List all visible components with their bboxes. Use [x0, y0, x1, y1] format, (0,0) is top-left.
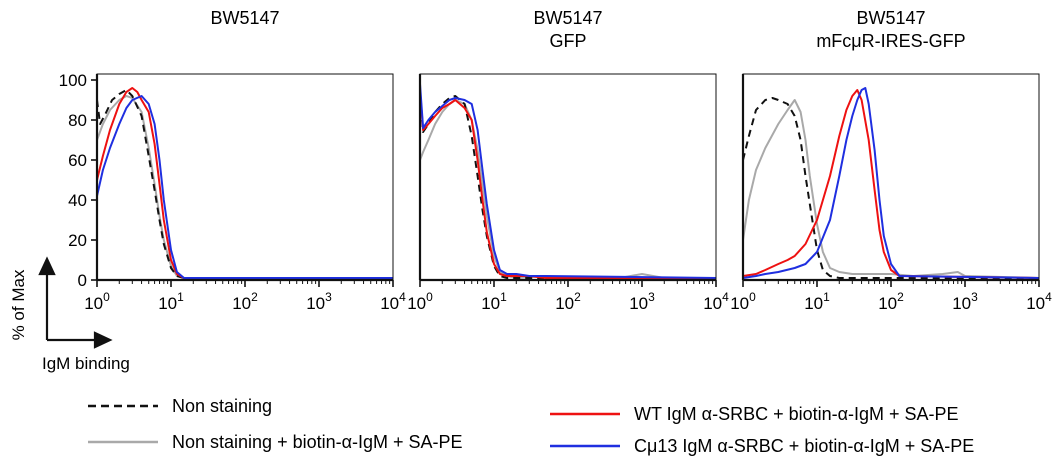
panel-2-line-1 [419, 95, 716, 279]
panel-3-title-line-1: BW5147 [856, 8, 925, 28]
panel-3-title-line-2: mFcμR-IRES-GFP [816, 31, 965, 51]
panel-1-title-line-1: BW5147 [210, 8, 279, 28]
panel-2-title-line-2: GFP [549, 31, 586, 51]
y-tick-label: 20 [68, 231, 87, 250]
panel-2-line-3 [419, 89, 716, 279]
axis-arrows [38, 256, 113, 349]
x-arrow-head [93, 331, 113, 349]
y-tick-label: 60 [68, 151, 87, 170]
histogram-panel-2: BW5147 GFP 100 101 102 103 104 [407, 8, 729, 313]
legend-label-4: Cμ13 IgM α-SRBC + biotin-α-IgM + SA-PE [634, 436, 974, 456]
panel-1-x-tick-label: 100 [84, 290, 110, 313]
panel-2-line-4 [419, 83, 717, 279]
panel-2-x-tick-label: 102 [555, 290, 581, 313]
panel-3-series [742, 87, 1040, 279]
panel-1-x-tick-label: 101 [158, 290, 184, 313]
panel-2-x-tick-label: 100 [407, 290, 433, 313]
panel-3-x-tick-label: 100 [730, 290, 756, 313]
panel-1-line-3 [96, 87, 393, 279]
panel-3-x-tick-label: 103 [952, 290, 978, 313]
y-tick-label: 0 [78, 271, 87, 290]
panel-3-line-1 [742, 97, 1039, 279]
y-tick-label: 80 [68, 111, 87, 130]
panel-3-line-2 [742, 99, 1040, 279]
legend-label-2: Non staining + biotin-α-IgM + SA-PE [172, 432, 463, 452]
y-tick-label: 100 [59, 71, 87, 90]
panel-1-line-1 [96, 89, 393, 279]
panel-1-line-4 [96, 95, 393, 279]
panel-3-line-3 [742, 89, 1040, 279]
panel-2-series [419, 83, 717, 279]
panel-1-line-2 [96, 95, 393, 279]
panel-2-x-tick-label: 104 [703, 290, 729, 313]
panel-3-x-tick-label: 102 [878, 290, 904, 313]
panel-1-x-tick-label: 104 [380, 290, 406, 313]
y-tick-label: 40 [68, 191, 87, 210]
panel-3-line-4 [742, 87, 1040, 279]
x-axis-title: IgM binding [42, 354, 130, 373]
panel-3-x-tick-label: 101 [804, 290, 830, 313]
legend-label-3: WT IgM α-SRBC + biotin-α-IgM + SA-PE [634, 404, 959, 424]
panel-1-series [96, 87, 393, 279]
y-arrow-head [38, 256, 56, 276]
panel-2-line-2 [419, 99, 716, 279]
panel-1-frame [96, 73, 394, 281]
panel-2-x-tick-label: 103 [629, 290, 655, 313]
panel-2-x-tick-label: 101 [481, 290, 507, 313]
legend-label-1: Non staining [172, 396, 272, 416]
histogram-panel-1: BW5147 100 101 102 103 104 0 20 40 60 80 100 [59, 8, 406, 313]
panel-2-title-line-1: BW5147 [533, 8, 602, 28]
y-axis-title: % of Max [9, 269, 28, 340]
panel-3-x-tick-label: 104 [1026, 290, 1052, 313]
histogram-panel-3: BW5147 mFcμR-IRES-GFP 100 101 102 103 104 [730, 8, 1052, 313]
panel-1-x-tick-label: 103 [306, 290, 332, 313]
panel-1-x-tick-label: 102 [232, 290, 258, 313]
legend: Non staining Non staining + biotin-α-IgM … [88, 396, 974, 456]
